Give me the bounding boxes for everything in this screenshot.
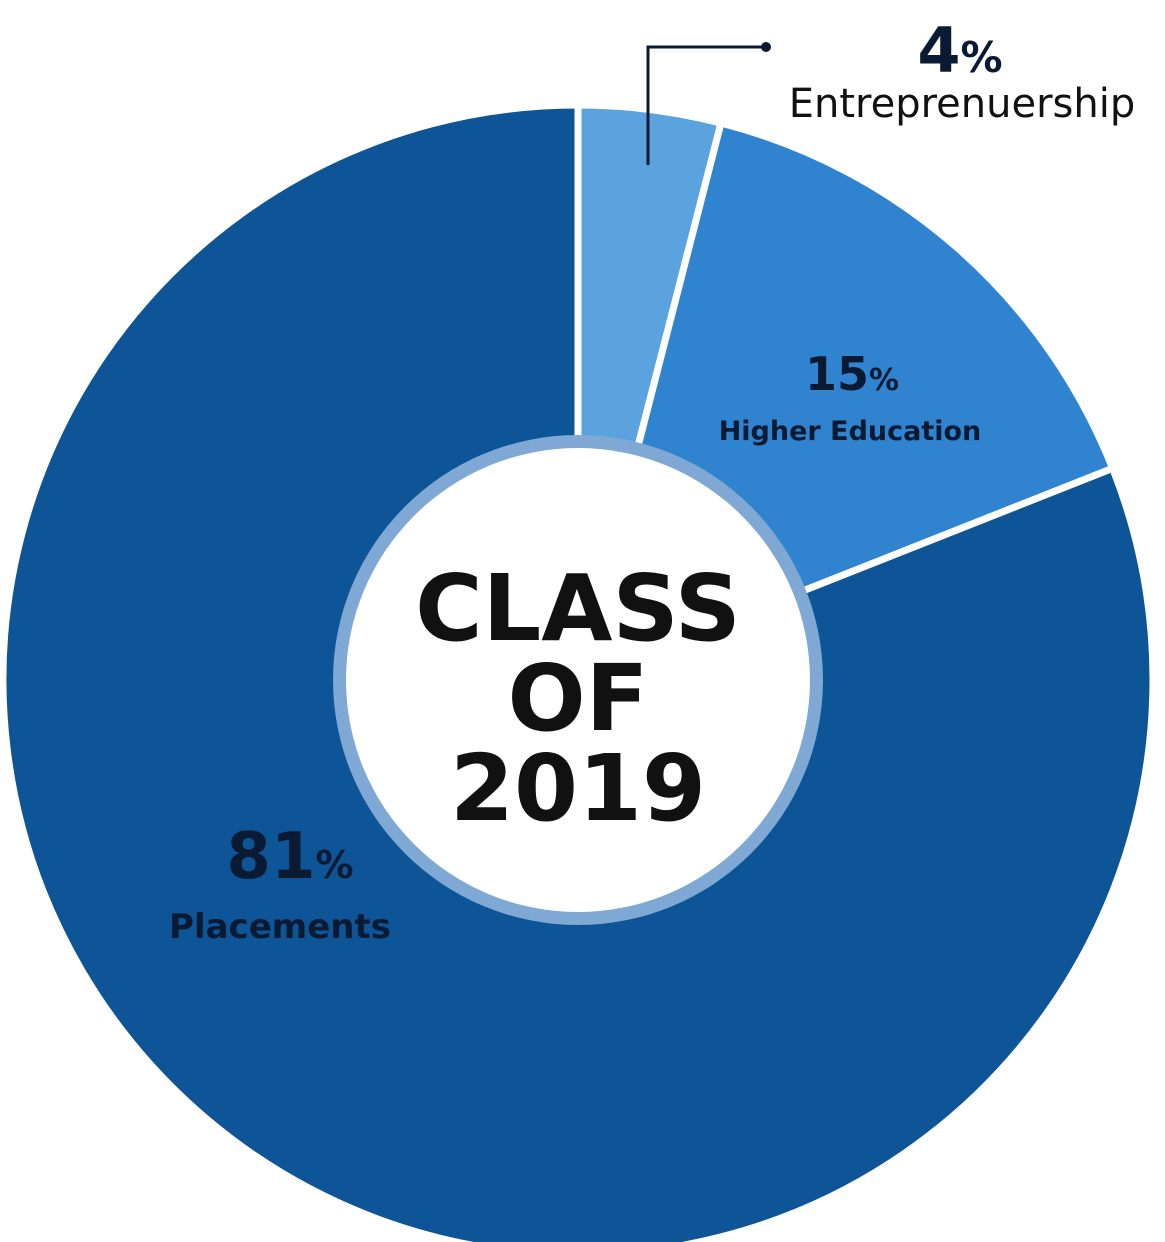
slice-label-placements: Placements (169, 907, 391, 947)
slice-label-higher-education: Higher Education (719, 416, 982, 447)
callout-entreprenuership: 4% Entreprenuership (646, 14, 1136, 165)
slice-label-entreprenuership: Entreprenuership (789, 81, 1136, 127)
center-label: CLASS OF 2019 (415, 555, 741, 842)
callout-dot (761, 42, 771, 52)
label-higher-education: 15% Higher Education (719, 347, 982, 447)
donut-slices (0, 101, 1157, 1242)
label-placements: 81% Placements (169, 820, 391, 947)
callout-line (646, 45, 766, 165)
center-line-3: 2019 (450, 735, 706, 842)
slice-value-entreprenuership: 4% (917, 14, 1002, 87)
center-hole (346, 448, 810, 912)
center-line-2: OF (507, 645, 648, 752)
slice-value-higher-education: 15% (805, 347, 899, 401)
slice-value-placements: 81% (226, 820, 353, 894)
center-line-1: CLASS (415, 555, 741, 662)
